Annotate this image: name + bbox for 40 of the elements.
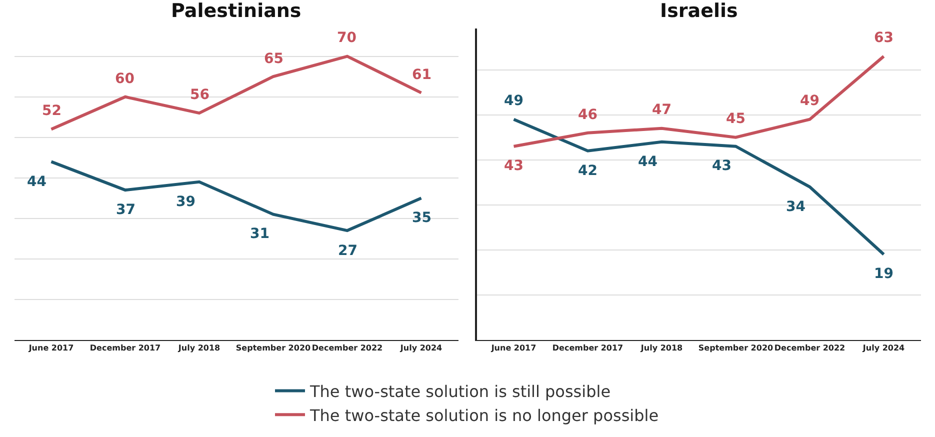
data-label: 56 [190,87,210,103]
x-tick-label: September 2020 [698,344,774,353]
data-label: 45 [726,111,746,127]
data-label: 70 [337,30,357,46]
x-tick-label: December 2017 [552,344,624,353]
data-label: 44 [27,174,47,190]
x-tick-label: July 2018 [177,344,221,353]
chart-title: Palestinians [171,0,302,22]
x-tick-label: July 2018 [640,344,684,353]
data-label: 37 [116,202,136,218]
data-label: 44 [638,154,658,170]
data-label: 49 [800,93,820,109]
legend-label: The two-state solution is still possible [309,382,611,402]
legend-label: The two-state solution is no longer possible [309,406,659,425]
x-tick-label: December 2022 [774,344,846,353]
data-label: 34 [786,199,806,215]
x-tick-label: December 2017 [90,344,161,353]
x-tick-label: July 2024 [862,344,906,353]
chart-title: Israelis [660,0,738,22]
data-label: 43 [712,158,732,174]
data-label: 31 [250,226,270,242]
data-label: 27 [338,243,358,259]
data-label: 39 [176,194,196,210]
data-label: 19 [874,266,894,282]
data-label: 43 [504,158,524,174]
data-label: 65 [264,51,284,67]
data-label: 49 [504,93,524,109]
x-tick-label: June 2017 [28,344,74,353]
x-tick-label: June 2017 [490,344,536,353]
data-label: 61 [412,67,432,83]
data-label: 63 [874,30,894,46]
x-tick-label: July 2024 [399,344,443,353]
x-tick-label: December 2022 [312,344,383,353]
data-label: 47 [652,102,672,118]
x-tick-label: September 2020 [236,344,312,353]
data-label: 60 [115,71,135,87]
data-label: 46 [578,107,598,123]
data-label: 42 [578,163,598,179]
data-label: 52 [42,103,62,119]
data-label: 35 [412,210,432,226]
